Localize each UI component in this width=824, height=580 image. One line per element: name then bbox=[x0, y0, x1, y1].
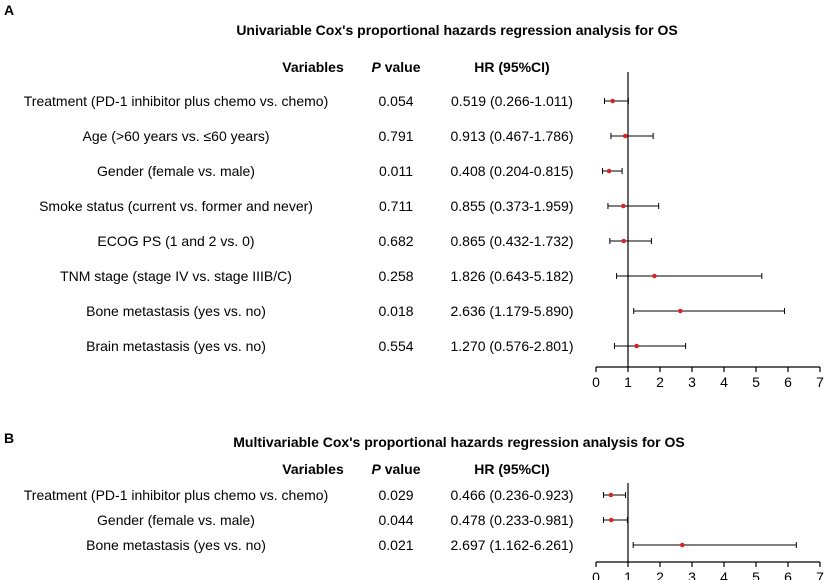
hr-point bbox=[610, 98, 615, 104]
p-value: 0.054 bbox=[378, 93, 414, 109]
hr-point bbox=[606, 168, 612, 174]
hr-point bbox=[608, 517, 614, 523]
variable-label: Brain metastasis (yes vs. no) bbox=[86, 338, 266, 354]
x-tick-label: 7 bbox=[816, 374, 824, 390]
variable-label: Age (>60 years vs. ≤60 years) bbox=[82, 128, 270, 144]
panel-b-title: Multivariable Cox's proportional hazards… bbox=[233, 434, 685, 450]
hr-ci-text: 0.466 (0.236-0.923) bbox=[450, 487, 574, 503]
x-tick-label: 1 bbox=[624, 374, 632, 390]
hr-point bbox=[621, 203, 626, 209]
variable-label: Gender (female vs. male) bbox=[97, 512, 255, 528]
x-tick-label: 2 bbox=[656, 374, 664, 390]
variable-label: Treatment (PD-1 inhibitor plus chemo vs.… bbox=[23, 487, 329, 503]
variable-label: ECOG PS (1 and 2 vs. 0) bbox=[97, 233, 255, 249]
panel-a-header-hr: HR (95%CI) bbox=[474, 59, 550, 75]
p-value: 0.018 bbox=[378, 303, 414, 319]
x-tick-label: 0 bbox=[592, 569, 600, 580]
x-tick-label: 5 bbox=[752, 569, 760, 580]
p-value: 0.682 bbox=[378, 233, 414, 249]
panel-a-title: Univariable Cox's proportional hazards r… bbox=[236, 22, 678, 38]
p-value: 0.554 bbox=[378, 338, 414, 354]
hr-ci-text: 0.855 (0.373-1.959) bbox=[450, 198, 574, 214]
p-value: 0.791 bbox=[378, 128, 414, 144]
hr-point bbox=[634, 343, 639, 349]
panel-a-header-pvalue: P value bbox=[371, 59, 420, 75]
hr-point bbox=[622, 133, 628, 139]
p-value: 0.011 bbox=[379, 163, 413, 179]
p-italic: P bbox=[371, 59, 381, 75]
hr-ci-text: 0.478 (0.233-0.981) bbox=[450, 512, 574, 528]
x-tick-label: 4 bbox=[720, 374, 728, 390]
x-tick-label: 7 bbox=[816, 569, 824, 580]
x-tick-label: 6 bbox=[784, 569, 792, 580]
hr-point bbox=[621, 238, 626, 244]
p-value: 0.258 bbox=[378, 268, 414, 284]
p-rest: value bbox=[380, 59, 421, 75]
hr-point bbox=[608, 492, 614, 498]
panel-a-letter: A bbox=[4, 2, 15, 18]
panel-b-letter: B bbox=[4, 430, 15, 446]
p-value: 0.044 bbox=[378, 512, 414, 528]
variable-label: Smoke status (current vs. former and nev… bbox=[39, 198, 313, 214]
hr-point bbox=[680, 542, 685, 548]
variable-label: Bone metastasis (yes vs. no) bbox=[86, 303, 266, 319]
panel-a-header-variables: Variables bbox=[282, 59, 344, 75]
hr-ci-text: 1.826 (0.643-5.182) bbox=[450, 268, 574, 284]
p-value: 0.711 bbox=[379, 198, 413, 214]
panel-b-header-pvalue: P value bbox=[371, 461, 420, 477]
p-value: 0.021 bbox=[378, 537, 414, 553]
variable-label: Bone metastasis (yes vs. no) bbox=[86, 537, 266, 553]
hr-ci-text: 0.865 (0.432-1.732) bbox=[450, 233, 574, 249]
variable-label: Treatment (PD-1 inhibitor plus chemo vs.… bbox=[23, 93, 329, 109]
x-tick-label: 0 bbox=[592, 374, 600, 390]
x-tick-label: 5 bbox=[752, 374, 760, 390]
hr-ci-text: 0.913 (0.467-1.786) bbox=[450, 128, 574, 144]
hr-point bbox=[678, 308, 683, 314]
p-value: 0.029 bbox=[378, 487, 414, 503]
hr-ci-text: 2.697 (1.162-6.261) bbox=[450, 537, 574, 553]
panel-b-header-variables: Variables bbox=[282, 461, 344, 477]
x-tick-label: 3 bbox=[688, 374, 696, 390]
variable-label: TNM stage (stage IV vs. stage IIIB/C) bbox=[60, 268, 292, 284]
x-tick-label: 3 bbox=[688, 569, 696, 580]
hr-ci-text: 1.270 (0.576-2.801) bbox=[450, 338, 574, 354]
variable-label: Gender (female vs. male) bbox=[97, 163, 255, 179]
x-tick-label: 4 bbox=[720, 569, 728, 580]
x-tick-label: 1 bbox=[624, 569, 632, 580]
x-tick-label: 2 bbox=[656, 569, 664, 580]
x-tick-label: 6 bbox=[784, 374, 792, 390]
hr-ci-text: 0.408 (0.204-0.815) bbox=[450, 163, 574, 179]
hr-ci-text: 0.519 (0.266-1.011) bbox=[451, 93, 573, 109]
hr-point bbox=[652, 273, 657, 279]
p-italic: P bbox=[371, 461, 381, 477]
hr-ci-text: 2.636 (1.179-5.890) bbox=[450, 303, 574, 319]
panel-b-header-hr: HR (95%CI) bbox=[474, 461, 550, 477]
p-rest: value bbox=[380, 461, 421, 477]
